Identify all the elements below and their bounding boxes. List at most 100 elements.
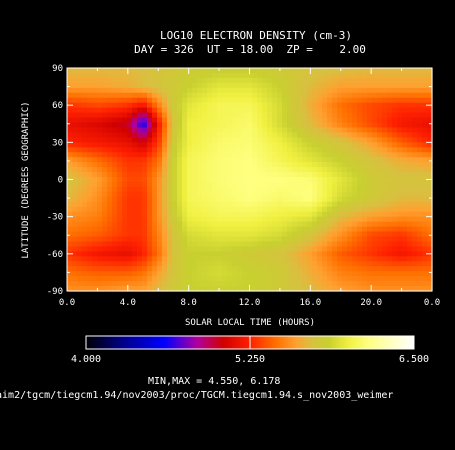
heatmap-cell	[377, 92, 383, 99]
colorbar-segment	[138, 336, 141, 349]
heatmap-cell	[177, 181, 183, 188]
heatmap-cell	[407, 72, 413, 79]
heatmap-cell	[147, 92, 153, 99]
heatmap-cell	[272, 167, 278, 173]
heatmap-cell	[162, 251, 168, 257]
heatmap-cell	[347, 177, 353, 183]
heatmap-cell	[282, 177, 288, 183]
heatmap-cell	[357, 82, 363, 89]
heatmap-cell	[312, 177, 318, 183]
heatmap-cell	[207, 122, 213, 129]
heatmap-cell	[217, 181, 223, 188]
heatmap-cell	[267, 137, 273, 143]
heatmap-cell	[212, 251, 218, 257]
heatmap-cell	[392, 68, 398, 74]
heatmap-cell	[202, 211, 208, 218]
heatmap-cell	[82, 102, 88, 109]
heatmap-cell	[362, 82, 368, 89]
heatmap-cell	[317, 261, 323, 267]
heatmap-cell	[157, 181, 163, 188]
heatmap-cell	[117, 112, 123, 119]
heatmap-cell	[387, 191, 393, 198]
heatmap-cell	[242, 162, 248, 168]
heatmap-cell	[127, 107, 133, 114]
heatmap-cell	[67, 112, 73, 119]
colorbar-segment	[144, 336, 147, 349]
heatmap-cell	[247, 206, 253, 213]
heatmap-cell	[97, 246, 103, 252]
heatmap-cell	[107, 107, 113, 114]
heatmap-cell	[342, 256, 348, 262]
heatmap-cell	[202, 191, 208, 198]
heatmap-cell	[132, 226, 138, 233]
heatmap-cell	[217, 72, 223, 79]
heatmap-cell	[337, 137, 343, 143]
heatmap-cell	[427, 172, 433, 178]
heatmap-cell	[412, 196, 418, 203]
colorbar-segment	[306, 336, 309, 349]
heatmap-cell	[357, 152, 363, 158]
heatmap-cell	[82, 231, 88, 238]
x-tick-label: 8.0	[181, 298, 197, 308]
heatmap-cell	[217, 221, 223, 228]
heatmap-cell	[167, 281, 173, 287]
heatmap-cell	[262, 256, 268, 262]
heatmap-cell	[257, 201, 263, 208]
heatmap-cell	[407, 132, 413, 138]
heatmap-cell	[227, 72, 233, 79]
heatmap-cell	[372, 231, 378, 238]
heatmap-cell	[362, 196, 368, 203]
heatmap-cell	[352, 201, 358, 208]
colorbar-segment	[158, 336, 161, 349]
heatmap-cell	[202, 261, 208, 267]
colorbar: 4.000 5.250 6.500	[71, 335, 429, 365]
heatmap-cell	[112, 132, 118, 138]
heatmap-cell	[362, 72, 368, 79]
heatmap-cell	[212, 82, 218, 89]
heatmap-cell	[427, 82, 433, 89]
heatmap-cell	[112, 251, 118, 257]
heatmap-cell	[112, 97, 118, 104]
heatmap-cell	[207, 211, 213, 218]
heatmap-cell	[372, 127, 378, 134]
heatmap-cell	[377, 87, 383, 94]
heatmap-cell	[312, 231, 318, 238]
heatmap-cell	[122, 117, 128, 124]
heatmap-cell	[72, 152, 78, 158]
heatmap-cell	[232, 177, 238, 183]
heatmap-cell	[107, 172, 113, 178]
heatmap-cell	[257, 157, 263, 163]
heatmap-cell	[172, 196, 178, 203]
heatmap-cell	[412, 122, 418, 129]
heatmap-cell	[202, 286, 208, 292]
heatmap-cell	[297, 261, 303, 267]
heatmap-cell	[142, 221, 148, 228]
heatmap-cell	[207, 112, 213, 119]
heatmap-cell	[347, 221, 353, 228]
heatmap-cell	[132, 191, 138, 198]
heatmap-cell	[227, 186, 233, 193]
heatmap-cell	[317, 281, 323, 287]
colorbar-segment	[358, 336, 361, 349]
heatmap-cell	[102, 147, 108, 153]
heatmap-cell	[387, 102, 393, 109]
heatmap-cell	[367, 162, 373, 168]
heatmap-cell	[387, 286, 393, 292]
heatmap-cell	[262, 97, 268, 104]
heatmap-cell	[87, 177, 93, 183]
heatmap-cell	[417, 72, 423, 79]
heatmap-cell	[242, 77, 248, 84]
heatmap-cell	[352, 177, 358, 183]
heatmap-cell	[317, 152, 323, 158]
heatmap-cell	[347, 271, 353, 277]
heatmap-cell	[372, 87, 378, 94]
heatmap-cell	[362, 132, 368, 138]
heatmap-cell	[247, 72, 253, 79]
heatmap-cell	[237, 137, 243, 143]
heatmap-cell	[272, 231, 278, 238]
heatmap-cell	[77, 231, 83, 238]
heatmap-cell	[102, 241, 108, 247]
heatmap-cell	[262, 147, 268, 153]
colorbar-segment	[188, 336, 191, 349]
heatmap-cell	[132, 276, 138, 282]
